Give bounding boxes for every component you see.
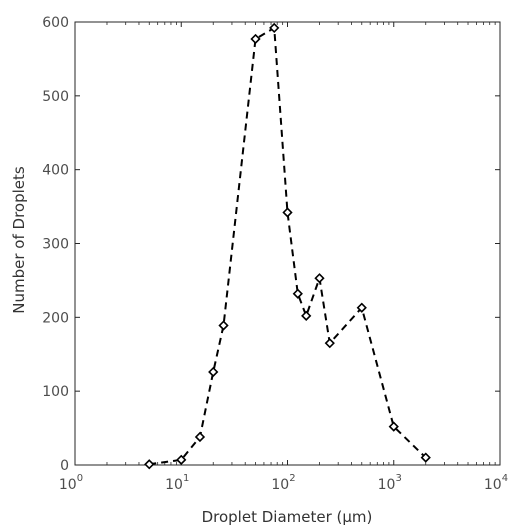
y-tick-label: 500 [42,89,69,105]
data-point-marker [282,207,293,218]
data-point-marker [324,338,335,349]
data-point-marker [176,454,187,465]
data-point-marker [301,310,312,321]
data-point-marker [356,302,367,313]
data-point-marker [250,33,261,45]
x-tick-exponent: 4 [502,473,508,484]
data-point-marker [144,459,155,470]
data-point-marker [269,22,280,34]
data-point-marker [314,273,325,284]
y-tick-label: 100 [42,384,69,400]
x-tick-exponent: 3 [395,473,401,484]
x-axis-title: Droplet Diameter (μm) [202,508,373,526]
y-tick-label: 600 [42,15,69,31]
data-point-marker [292,288,303,299]
data-point-marker [194,431,206,443]
y-tick-label: 400 [42,163,69,179]
y-tick-label: 300 [42,237,69,253]
data-point-marker [208,366,219,378]
x-tick-exponent: 1 [183,473,189,484]
data-point-marker [218,320,229,331]
y-tick-labels: 0 100 200 300 400 500 600 [42,15,69,474]
series-layer [144,22,431,470]
y-axis-title: Number of Droplets [10,166,28,314]
x-tick-exponent: 2 [289,473,295,484]
data-point-marker [388,421,399,432]
y-tick-label: 0 [60,458,69,474]
minor-ticks [106,22,496,465]
series-line [149,26,427,466]
x-tick-exponent: 0 [77,473,83,484]
data-point-marker [420,452,431,463]
y-tick-label: 200 [42,310,69,326]
